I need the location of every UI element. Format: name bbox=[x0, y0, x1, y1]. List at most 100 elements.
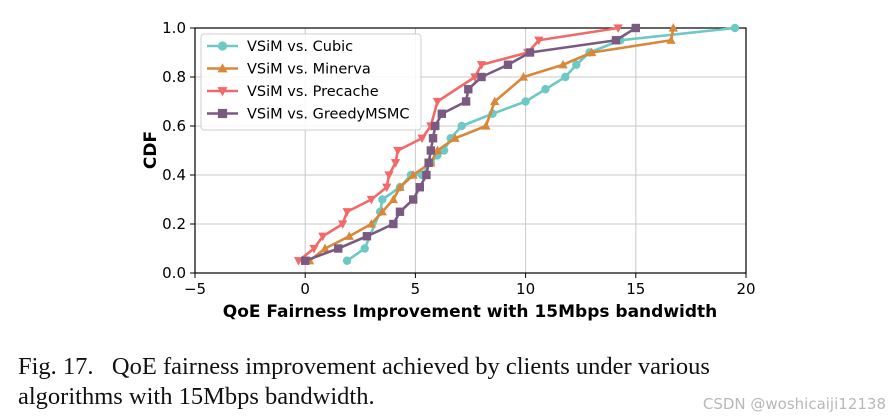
data-point-triangle-up bbox=[408, 170, 418, 179]
legend-item: VSiM vs. GreedyMSMC bbox=[207, 107, 409, 123]
data-point-triangle-down bbox=[476, 61, 487, 70]
data-point-square bbox=[464, 85, 473, 94]
data-point-triangle-up bbox=[668, 23, 678, 32]
data-point-triangle-up bbox=[217, 63, 228, 73]
data-point-square bbox=[424, 158, 433, 167]
data-point-triangle-down bbox=[342, 208, 352, 217]
y-tick-label: 0.4 bbox=[162, 166, 186, 184]
cdf-chart: −5 0 5 10 15 20 0.0 0.2 0.4 0.6 0.8 1.0 QoE Fairnes… bbox=[141, 19, 756, 322]
data-point-triangle-down bbox=[534, 36, 544, 46]
data-point-triangle-down bbox=[393, 146, 403, 156]
series-line bbox=[297, 26, 619, 262]
y-tick-label: 0.6 bbox=[162, 117, 186, 135]
x-tick-label: −5 bbox=[184, 280, 206, 298]
data-point-triangle-down bbox=[384, 171, 394, 180]
data-point-triangle-up bbox=[377, 206, 387, 216]
data-point-square bbox=[503, 60, 513, 69]
data-point-circle bbox=[457, 121, 466, 131]
data-point-triangle-down bbox=[338, 220, 348, 229]
axis-ticks: −5 0 5 10 15 20 0.0 0.2 0.4 0.6 0.8 1.0 bbox=[162, 19, 755, 298]
y-axis-label: CDF bbox=[141, 131, 161, 169]
x-tick-label: 15 bbox=[626, 280, 645, 298]
data-point-square bbox=[334, 244, 343, 253]
legend: VSiM vs. Cubic VSiM vs. Minerva VSiM vs. P… bbox=[200, 33, 422, 131]
plot-frame bbox=[194, 27, 747, 274]
data-point-circle bbox=[521, 97, 530, 106]
data-point-triangle-up bbox=[558, 59, 568, 69]
data-point-triangle-up bbox=[450, 133, 460, 142]
data-point-circle bbox=[541, 85, 550, 94]
data-point-square bbox=[631, 23, 640, 33]
data-point-triangle-down bbox=[390, 159, 401, 168]
caption-line-1: Fig. 17. QoE fairness improvement achiev… bbox=[18, 353, 710, 380]
series-layer bbox=[293, 23, 740, 266]
data-point-square bbox=[362, 232, 372, 241]
y-tick-label: 1.0 bbox=[162, 19, 186, 37]
data-point-triangle-down bbox=[417, 134, 427, 144]
data-point-square bbox=[461, 97, 471, 106]
data-point-square bbox=[395, 207, 405, 216]
legend-item: VSiM vs. Cubic bbox=[207, 39, 353, 55]
data-point-square bbox=[428, 134, 438, 143]
data-point-square bbox=[611, 36, 621, 45]
data-point-triangle-up bbox=[587, 47, 597, 57]
data-point-triangle-down bbox=[217, 87, 228, 97]
data-point-triangle-down bbox=[318, 232, 328, 242]
series-triangle-up bbox=[304, 23, 678, 265]
legend-box bbox=[200, 33, 422, 131]
data-point-triangle-up bbox=[666, 35, 676, 44]
data-point-triangle-down bbox=[382, 183, 392, 193]
data-point-square bbox=[408, 195, 418, 204]
series-triangle-down bbox=[293, 24, 623, 266]
data-point-triangle-down bbox=[613, 24, 623, 33]
data-point-square bbox=[217, 108, 228, 119]
data-point-triangle-up bbox=[344, 231, 354, 240]
data-point-triangle-up bbox=[366, 219, 376, 228]
data-point-triangle-down bbox=[293, 257, 304, 266]
data-point-square bbox=[426, 146, 436, 155]
legend-item: VSiM vs. Precache bbox=[207, 84, 379, 100]
data-point-circle bbox=[561, 72, 570, 82]
data-point-triangle-down bbox=[366, 195, 376, 205]
data-point-triangle-up bbox=[490, 96, 500, 106]
legend-label: VSiM vs. Cubic bbox=[247, 39, 353, 55]
data-point-circle bbox=[378, 195, 387, 204]
data-point-circle bbox=[730, 23, 740, 33]
y-tick-label: 0.0 bbox=[162, 264, 186, 282]
data-point-square bbox=[437, 109, 447, 118]
data-point-square bbox=[525, 48, 535, 57]
x-tick-label: 5 bbox=[411, 280, 421, 298]
data-point-triangle-up bbox=[432, 145, 443, 155]
x-tick-label: 20 bbox=[736, 280, 755, 298]
data-point-square bbox=[422, 170, 431, 180]
legend-label: VSiM vs. GreedyMSMC bbox=[247, 107, 409, 123]
data-point-circle bbox=[572, 60, 581, 69]
legend-label: VSiM vs. Minerva bbox=[247, 62, 371, 78]
data-point-square bbox=[415, 183, 425, 192]
data-point-triangle-down bbox=[309, 244, 319, 254]
data-point-square bbox=[389, 219, 398, 229]
x-axis-label: QoE Fairness Improvement with 15Mbps ban… bbox=[223, 302, 718, 322]
data-point-triangle-down bbox=[432, 97, 443, 107]
data-point-triangle-up bbox=[320, 243, 330, 253]
data-point-square bbox=[301, 256, 310, 265]
data-point-triangle-up bbox=[395, 182, 405, 191]
data-point-square bbox=[477, 72, 486, 82]
data-point-triangle-down bbox=[470, 73, 480, 82]
data-point-circle bbox=[217, 41, 228, 51]
x-tick-label: 10 bbox=[516, 280, 535, 298]
data-point-square bbox=[431, 121, 440, 131]
figure-caption: Fig. 17. QoE fairness improvement achiev… bbox=[18, 352, 884, 412]
legend-item: VSiM vs. Minerva bbox=[207, 62, 371, 78]
watermark: CSDN @woshicaiji12138 bbox=[702, 395, 886, 413]
y-tick-label: 0.2 bbox=[162, 215, 186, 233]
caption-line-2: algorithms with 15Mbps bandwidth. bbox=[18, 383, 375, 410]
data-point-circle bbox=[360, 244, 369, 253]
y-tick-label: 0.8 bbox=[162, 68, 186, 86]
legend-label: VSiM vs. Precache bbox=[247, 84, 379, 100]
data-point-circle bbox=[342, 256, 352, 265]
data-point-triangle-up bbox=[481, 121, 491, 130]
series-square bbox=[301, 23, 640, 265]
data-point-triangle-up bbox=[518, 72, 529, 81]
x-tick-label: 0 bbox=[300, 280, 310, 298]
